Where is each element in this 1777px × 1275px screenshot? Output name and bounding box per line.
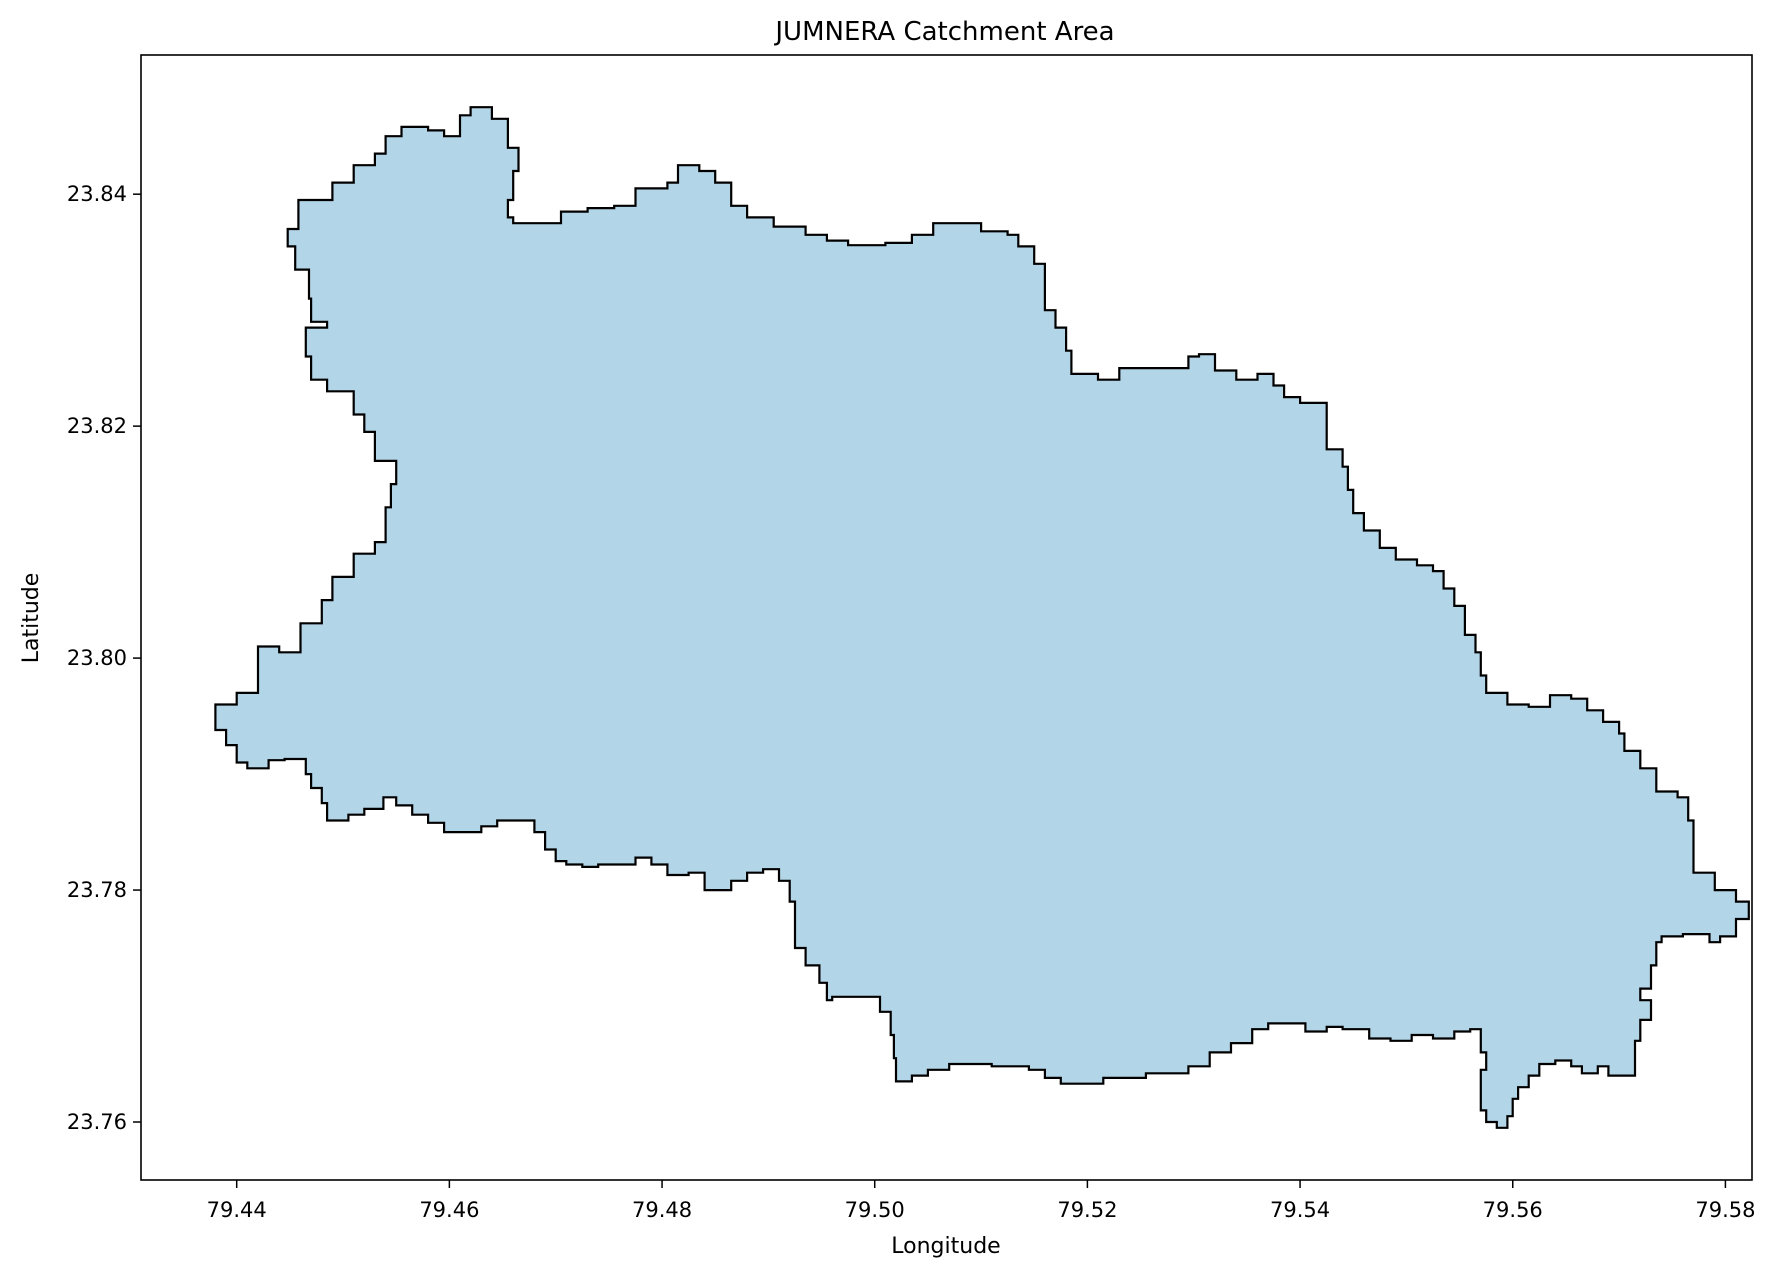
x-tick-label: 79.54: [1270, 1198, 1330, 1222]
x-tick-label: 79.52: [1057, 1198, 1117, 1222]
y-axis-label: Latitude: [19, 573, 44, 664]
catchment-polygon: [214, 106, 1750, 1129]
y-axis-ticks: 23.76 23.78 23.80 23.82 23.84: [67, 182, 141, 1134]
x-tick-label: 79.58: [1695, 1198, 1755, 1222]
y-tick-label: 23.80: [67, 646, 127, 670]
plot-frame: [140, 54, 1753, 1181]
y-tick-label: 23.78: [67, 878, 127, 902]
y-tick-label: 23.76: [67, 1110, 127, 1134]
x-axis-ticks: 79.44 79.46 79.48 79.50 79.52 79.54 79.56 79.58: [207, 1180, 1755, 1222]
y-tick-label: 23.84: [67, 182, 127, 206]
x-tick-label: 79.50: [845, 1198, 905, 1222]
plot-area: [140, 54, 1753, 1181]
y-tick-label: 23.82: [67, 414, 127, 438]
x-tick-label: 79.44: [207, 1198, 267, 1222]
x-tick-label: 79.46: [419, 1198, 479, 1222]
x-axis-label: Longitude: [891, 1234, 1000, 1259]
map-title: JUMNERA Catchment Area: [773, 17, 1114, 47]
x-tick-label: 79.48: [632, 1198, 692, 1222]
x-tick-label: 79.56: [1483, 1198, 1543, 1222]
